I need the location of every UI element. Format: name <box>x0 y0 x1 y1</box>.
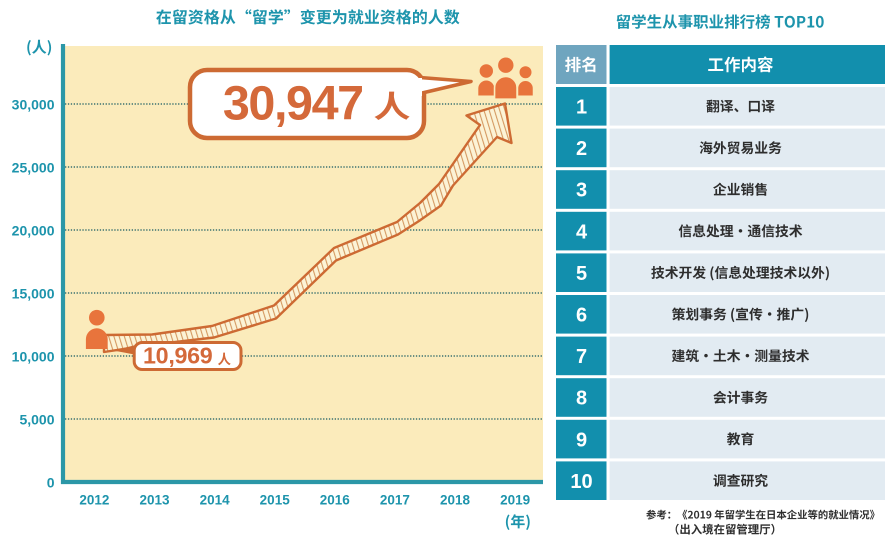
svg-text:5: 5 <box>576 263 587 285</box>
svg-text:10,969: 10,969 <box>143 343 213 369</box>
svg-text:5,000: 5,000 <box>19 411 54 427</box>
svg-text:2014: 2014 <box>200 493 231 508</box>
svg-text:15,000: 15,000 <box>12 285 55 301</box>
svg-text:0: 0 <box>47 474 55 490</box>
svg-text:9: 9 <box>576 429 587 451</box>
svg-text:4: 4 <box>576 221 588 243</box>
svg-text:6: 6 <box>576 305 587 327</box>
svg-text:30,000: 30,000 <box>12 96 55 112</box>
svg-text:20,000: 20,000 <box>12 222 55 238</box>
svg-text:2012: 2012 <box>79 493 109 508</box>
svg-text:30,947: 30,947 <box>223 77 363 131</box>
svg-text:2: 2 <box>576 138 587 160</box>
svg-text:3: 3 <box>576 180 587 202</box>
svg-text:10: 10 <box>570 471 592 493</box>
svg-text:2013: 2013 <box>139 493 170 508</box>
svg-text:25,000: 25,000 <box>12 159 55 175</box>
svg-text:10,000: 10,000 <box>12 348 55 364</box>
svg-text:8: 8 <box>576 388 587 410</box>
svg-text:7: 7 <box>576 346 587 368</box>
svg-text:2018: 2018 <box>440 493 471 508</box>
svg-text:1: 1 <box>576 97 587 119</box>
svg-text:2015: 2015 <box>260 493 291 508</box>
svg-text:2017: 2017 <box>380 493 410 508</box>
svg-text:2019: 2019 <box>500 493 530 508</box>
svg-text:2016: 2016 <box>320 493 351 508</box>
